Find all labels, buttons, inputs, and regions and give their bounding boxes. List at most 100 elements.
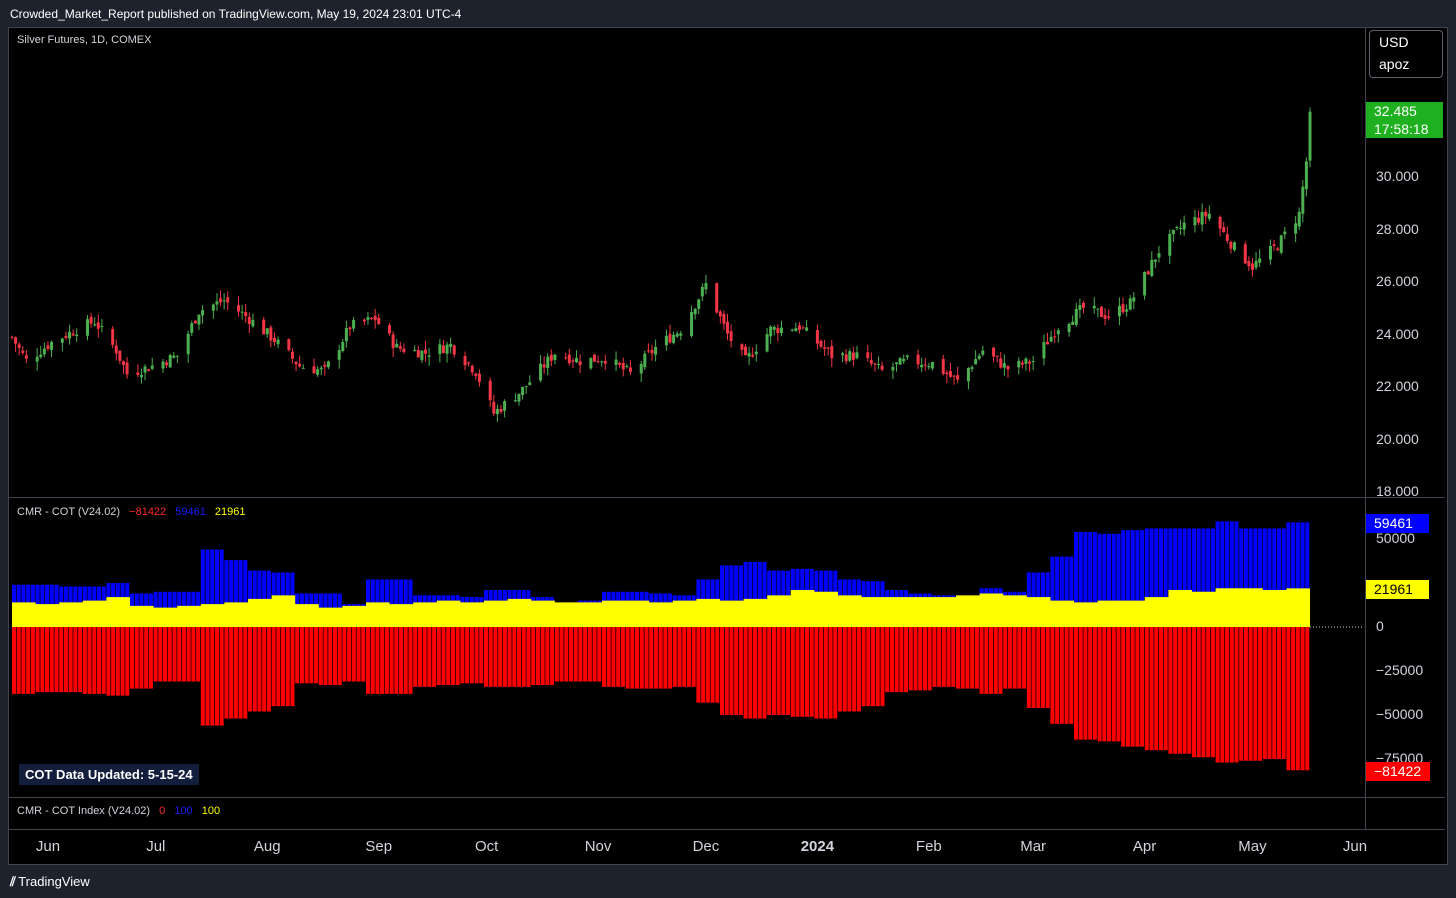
pane-divider-1[interactable] [9, 497, 1445, 498]
cot-legend[interactable]: CMR - COT (V24.02) −81422 59461 21961 [17, 506, 245, 518]
candle-body [1056, 330, 1060, 335]
cot-blue-bar [1201, 528, 1206, 627]
candle-body [301, 367, 305, 369]
cot-red-bar [342, 627, 347, 682]
cot-red-bar [545, 627, 550, 686]
cot-blue-bar [1281, 528, 1286, 627]
cot-red-bar [1295, 627, 1300, 771]
candle-body [377, 317, 381, 325]
cot-red-bar [262, 627, 267, 712]
tradingview-logo[interactable]: ⫽ TradingView [10, 874, 90, 890]
candle-body [395, 343, 399, 348]
cot-red-bar [1135, 627, 1140, 747]
candle-body [1071, 321, 1075, 325]
cot-red-bar [927, 627, 932, 691]
currency-box[interactable]: USD apoz [1369, 30, 1443, 78]
candle-body [923, 364, 927, 366]
cot-red-bar [720, 627, 725, 715]
cot-red-bar [668, 627, 673, 689]
candle-body [348, 327, 352, 330]
cot-red-bar [210, 627, 215, 726]
cot-red-bar [1125, 627, 1130, 747]
cot-red-bar [484, 627, 489, 687]
candle-body [672, 334, 676, 343]
candle-body [1117, 305, 1121, 317]
candle-body [35, 356, 39, 362]
cot-red-bar [1291, 627, 1296, 771]
cot-red-bar [1239, 627, 1244, 761]
cot-red-bar [1253, 627, 1258, 761]
cot-red-bar [366, 627, 371, 694]
time-axis-label: Jul [146, 838, 166, 855]
cot-axis-label: 0 [1376, 618, 1384, 634]
tv-logo-icon: ⫽ [10, 874, 16, 889]
cot-blue-bar [729, 565, 734, 627]
pane-divider-2[interactable] [9, 797, 1445, 798]
candle-body [596, 361, 600, 363]
cot-red-bar [998, 627, 1003, 694]
candle-body [844, 354, 848, 362]
cot-red-bar [49, 627, 54, 693]
cot-red-bar [1045, 627, 1050, 708]
candle-body [517, 393, 521, 402]
cot-red-bar [1225, 627, 1230, 763]
cot-red-bar [1163, 627, 1168, 751]
candle-body [219, 298, 223, 303]
cot-red-bar [158, 627, 163, 682]
cot-red-bar [918, 627, 923, 691]
cot-blue-bar [1158, 528, 1163, 627]
main-legend[interactable]: Silver Futures, 1D, COMEX [17, 34, 151, 46]
candle-body [370, 317, 374, 319]
candle-body [1232, 242, 1236, 251]
candle-body [398, 346, 402, 349]
candle-body [751, 354, 755, 357]
candle-body [1020, 362, 1024, 365]
cot-blue-bar [1305, 522, 1310, 627]
cot-red-bar [281, 627, 286, 707]
cot-red-bar [361, 627, 366, 682]
candle-body [341, 342, 345, 352]
cot-red-bar [1012, 627, 1017, 689]
candle-body [272, 337, 276, 343]
candle-body [851, 352, 855, 360]
cot-red-bar [394, 627, 399, 694]
candle-body [100, 325, 104, 327]
cot-red-bar [200, 627, 205, 726]
cot-red-bar [469, 627, 474, 684]
cot-red-bar [389, 627, 394, 694]
candle-body [704, 283, 708, 290]
candle-body [114, 345, 118, 354]
candle-body [549, 354, 553, 361]
candle-body [441, 345, 445, 353]
cot-blue-bar [262, 570, 267, 627]
cot-updated-label: COT Data Updated: [25, 767, 145, 782]
cot-red-bar [1111, 627, 1116, 742]
candle-body [592, 354, 596, 362]
cot-red-bar [781, 627, 786, 715]
candle-body [697, 299, 701, 309]
cot-red-bar [526, 627, 531, 687]
cot-red-bar [715, 627, 720, 703]
candle-body [567, 354, 571, 364]
candle-body [1074, 308, 1078, 325]
candle-body [402, 348, 406, 352]
cot-value-red: −81422 [129, 506, 167, 518]
cot-red-bar [408, 627, 413, 694]
cot-red-bar [59, 627, 64, 693]
cot-blue-bar [1229, 521, 1234, 627]
candle-body [1132, 297, 1136, 302]
candle-body [797, 325, 801, 330]
cot-red-bar [290, 627, 295, 707]
cot-value-yellow: 21961 [214, 506, 246, 518]
candle-body [445, 344, 449, 354]
cot-red-bar [1069, 627, 1074, 724]
index-legend[interactable]: CMR - COT Index (V24.02) 0 100 100 [17, 805, 220, 817]
candle-body [779, 327, 783, 333]
candle-body [211, 304, 215, 311]
price-axis-label: 18.000 [1376, 483, 1419, 499]
cot-red-bar [828, 627, 833, 719]
cot-red-bar [479, 627, 484, 684]
cot-blue-bar [243, 560, 248, 627]
cot-red-bar [738, 627, 743, 715]
